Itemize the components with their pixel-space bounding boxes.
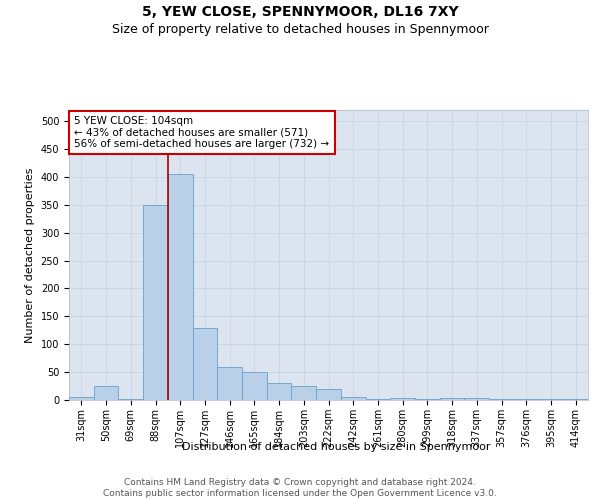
- Bar: [217, 366, 242, 400]
- Bar: [168, 174, 193, 400]
- Bar: [193, 328, 217, 400]
- Bar: [143, 205, 168, 400]
- Bar: [267, 384, 292, 400]
- Y-axis label: Number of detached properties: Number of detached properties: [25, 168, 35, 342]
- Text: Contains HM Land Registry data © Crown copyright and database right 2024.
Contai: Contains HM Land Registry data © Crown c…: [103, 478, 497, 498]
- Bar: [94, 386, 118, 400]
- Bar: [440, 398, 464, 400]
- Bar: [390, 398, 415, 400]
- Text: 5, YEW CLOSE, SPENNYMOOR, DL16 7XY: 5, YEW CLOSE, SPENNYMOOR, DL16 7XY: [142, 5, 458, 19]
- Bar: [69, 397, 94, 400]
- Bar: [292, 386, 316, 400]
- Text: 5 YEW CLOSE: 104sqm
← 43% of detached houses are smaller (571)
56% of semi-detac: 5 YEW CLOSE: 104sqm ← 43% of detached ho…: [74, 116, 329, 149]
- Bar: [118, 399, 143, 400]
- Text: Size of property relative to detached houses in Spennymoor: Size of property relative to detached ho…: [112, 22, 488, 36]
- Bar: [464, 398, 489, 400]
- Bar: [242, 372, 267, 400]
- Bar: [316, 389, 341, 400]
- Text: Distribution of detached houses by size in Spennymoor: Distribution of detached houses by size …: [182, 442, 490, 452]
- Bar: [341, 397, 365, 400]
